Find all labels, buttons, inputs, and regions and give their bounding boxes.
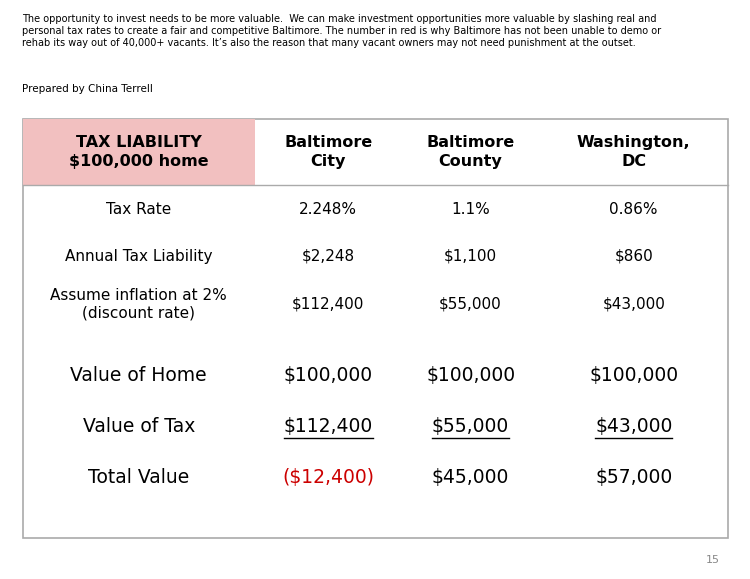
Text: Washington,
DC: Washington, DC [577, 134, 691, 170]
Text: Assume inflation at 2%
(discount rate): Assume inflation at 2% (discount rate) [50, 288, 227, 320]
Text: $55,000: $55,000 [432, 417, 509, 435]
Text: 2.248%: 2.248% [299, 201, 357, 217]
Text: 0.86%: 0.86% [610, 201, 658, 217]
Text: Value of Tax: Value of Tax [82, 417, 195, 435]
Text: $112,400: $112,400 [292, 296, 364, 312]
Text: $100,000: $100,000 [284, 366, 373, 384]
Text: TAX LIABILITY
$100,000 home: TAX LIABILITY $100,000 home [69, 134, 209, 170]
Text: $45,000: $45,000 [432, 468, 509, 486]
Text: The opportunity to invest needs to be more valuable.  We can make investment opp: The opportunity to invest needs to be mo… [22, 14, 662, 47]
Text: 1.1%: 1.1% [452, 201, 490, 217]
Text: $860: $860 [614, 249, 653, 264]
Text: Prepared by China Terrell: Prepared by China Terrell [22, 84, 153, 94]
Text: $100,000: $100,000 [590, 366, 678, 384]
Text: Value of Home: Value of Home [70, 366, 207, 384]
Text: $55,000: $55,000 [440, 296, 502, 312]
Text: Baltimore
City: Baltimore City [284, 134, 372, 170]
Text: $112,400: $112,400 [284, 417, 373, 435]
Text: Annual Tax Liability: Annual Tax Liability [65, 249, 212, 264]
Text: $43,000: $43,000 [602, 296, 665, 312]
Text: 15: 15 [706, 555, 720, 565]
Text: $2,248: $2,248 [302, 249, 355, 264]
Text: $100,000: $100,000 [426, 366, 515, 384]
Text: ($12,400): ($12,400) [282, 468, 374, 486]
Text: $43,000: $43,000 [595, 417, 673, 435]
Text: Baltimore
County: Baltimore County [427, 134, 514, 170]
Text: $57,000: $57,000 [596, 468, 672, 486]
Text: $1,100: $1,100 [444, 249, 497, 264]
Text: Total Value: Total Value [88, 468, 189, 486]
Text: Tax Rate: Tax Rate [106, 201, 171, 217]
